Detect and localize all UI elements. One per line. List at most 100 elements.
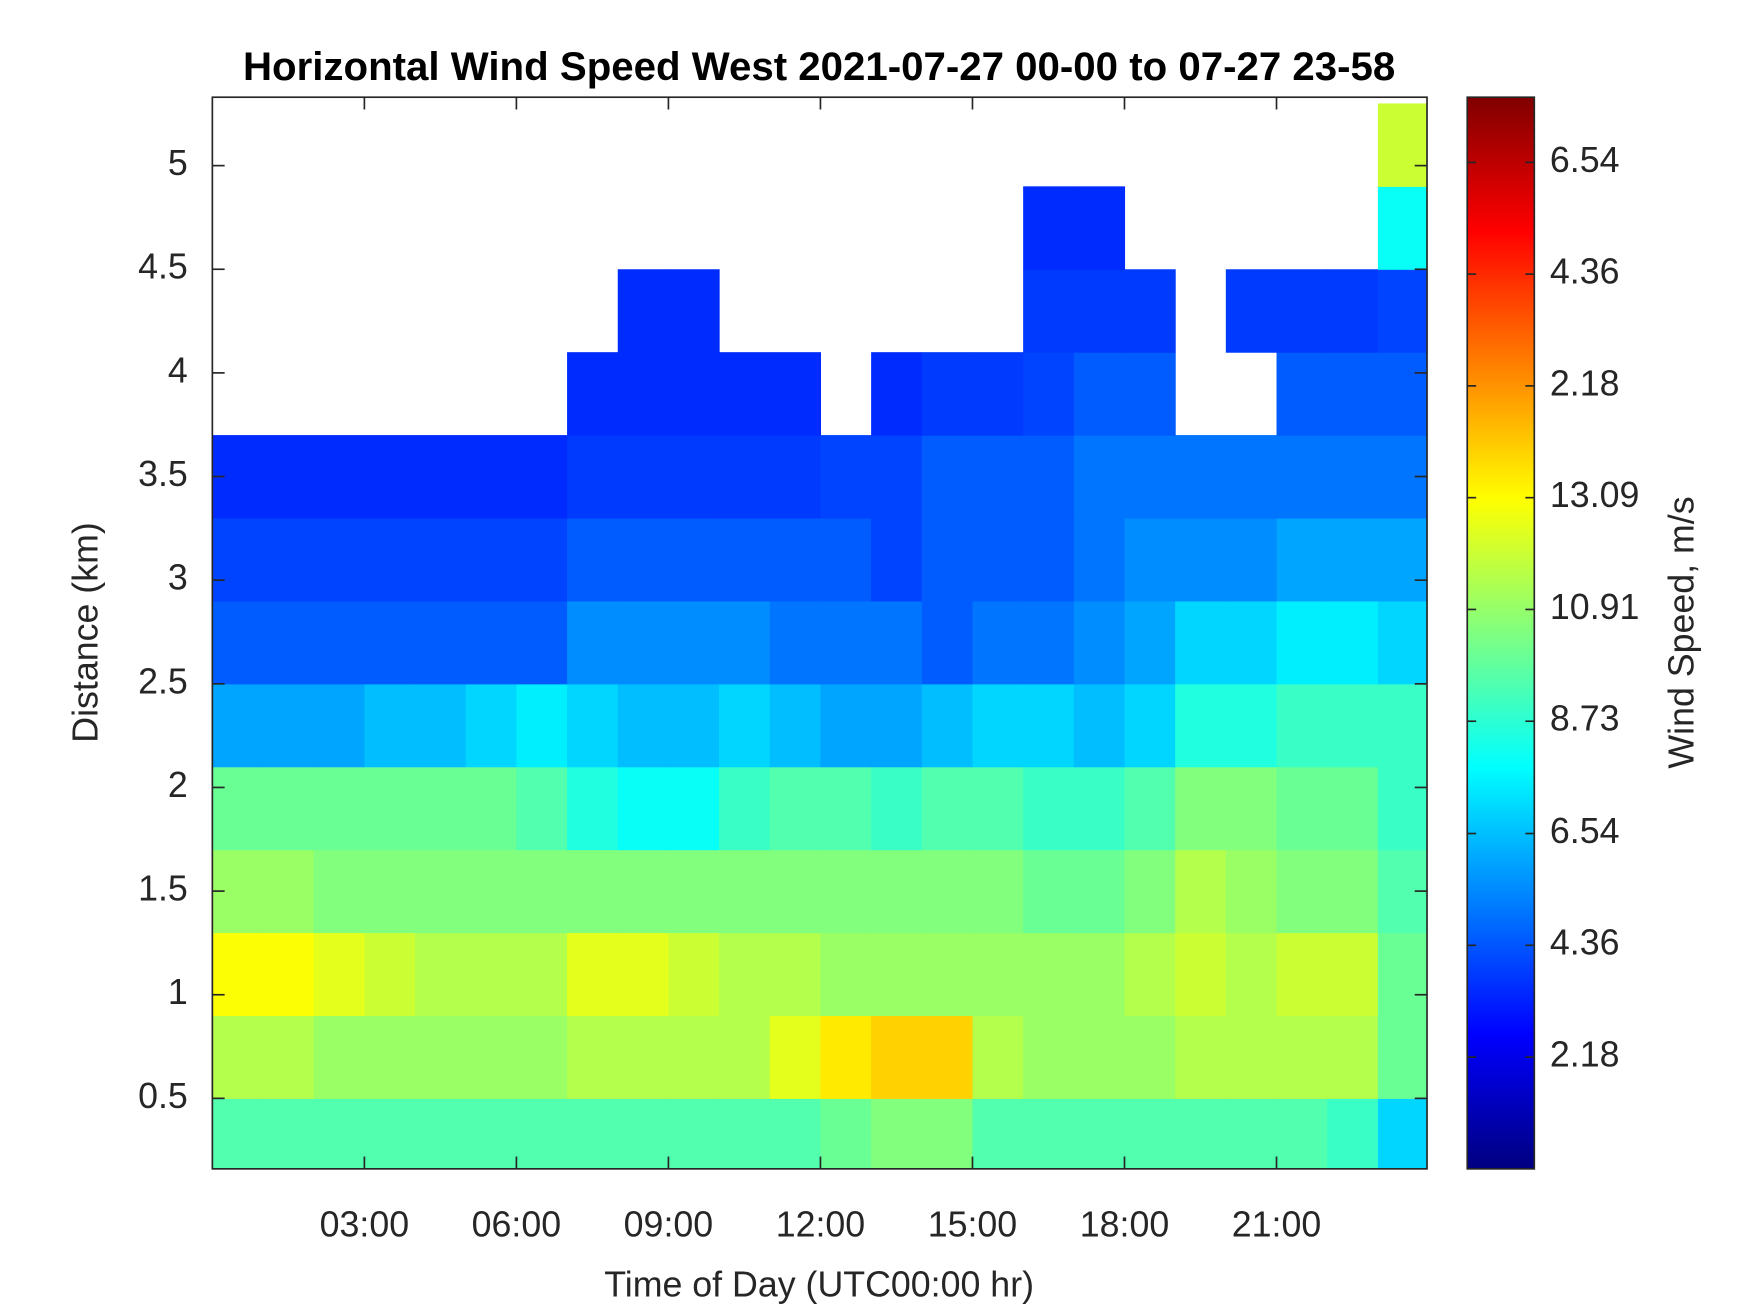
heatmap-cell [516, 932, 568, 1017]
heatmap-cell [1225, 849, 1278, 934]
heatmap-cell [921, 683, 974, 768]
heatmap-cell [972, 352, 1024, 436]
heatmap-cell [415, 600, 467, 685]
heatmap-cell [769, 352, 822, 436]
heatmap-cell [1327, 1015, 1379, 1099]
heatmap-cell [1023, 766, 1075, 851]
heatmap-cell [871, 1098, 923, 1169]
heatmap-cell [1327, 517, 1379, 602]
heatmap-cell [415, 1015, 467, 1099]
heatmap-cell [1225, 683, 1278, 768]
heatmap-cell [668, 766, 720, 851]
heatmap-cell [871, 435, 923, 519]
heatmap-cell [1124, 932, 1176, 1017]
heatmap-cell [465, 1015, 517, 1099]
heatmap-cell [263, 435, 315, 519]
heatmap-cell [364, 683, 416, 768]
heatmap-cell [972, 849, 1024, 934]
heatmap [212, 103, 1428, 1169]
heatmap-cell [617, 683, 669, 768]
heatmap-cell [1023, 186, 1075, 270]
heatmap-cell [972, 435, 1024, 519]
heatmap-cell [212, 683, 264, 768]
heatmap-cell [1023, 352, 1075, 436]
heatmap-cell [364, 766, 416, 851]
heatmap-cell [516, 766, 568, 851]
heatmap-cell [820, 517, 872, 602]
heatmap-cell [871, 1015, 923, 1099]
x-tick-label: 18:00 [1080, 1204, 1169, 1244]
heatmap-cell [567, 1098, 619, 1169]
heatmap-cell [1073, 849, 1126, 934]
heatmap-cell [415, 932, 467, 1017]
heatmap-cell [719, 932, 771, 1017]
heatmap-cell [617, 766, 669, 851]
colorbar-tick-label: 6.54 [1550, 811, 1620, 851]
heatmap-cell [769, 1015, 822, 1099]
heatmap-cell [1225, 435, 1278, 519]
heatmap-cell [1225, 766, 1278, 851]
heatmap-cell [465, 1098, 517, 1169]
heatmap-cell [668, 517, 720, 602]
heatmap-cell [1327, 849, 1379, 934]
heatmap-cell [769, 766, 822, 851]
heatmap-cell [871, 600, 923, 685]
heatmap-cell [820, 600, 872, 685]
heatmap-cell [567, 849, 619, 934]
heatmap-cell [668, 849, 720, 934]
heatmap-cell [1073, 435, 1126, 519]
heatmap-cell [516, 1015, 568, 1099]
heatmap-cell [1023, 849, 1075, 934]
heatmap-cell [465, 600, 517, 685]
heatmap-cell [415, 517, 467, 602]
heatmap-cell [1073, 269, 1126, 353]
y-tick-label: 4 [168, 350, 188, 390]
x-tick-label: 06:00 [472, 1204, 561, 1244]
heatmap-cell [313, 1015, 365, 1099]
heatmap-cell [1377, 766, 1428, 851]
heatmap-cell [1023, 435, 1075, 519]
colorbar-tick-label: 2.18 [1550, 1035, 1620, 1075]
heatmap-cell [1023, 932, 1075, 1017]
heatmap-cell [465, 683, 517, 768]
heatmap-cell [1327, 269, 1379, 353]
heatmap-cell [212, 932, 264, 1017]
heatmap-cell [313, 932, 365, 1017]
heatmap-cell [1023, 683, 1075, 768]
heatmap-cell [465, 435, 517, 519]
heatmap-cell [820, 766, 872, 851]
heatmap-cell [415, 435, 467, 519]
heatmap-cell [263, 766, 315, 851]
heatmap-cell [1175, 849, 1227, 934]
x-tick-label: 15:00 [928, 1204, 1017, 1244]
heatmap-cell [1276, 269, 1328, 353]
heatmap-cell [1124, 435, 1176, 519]
heatmap-cell [415, 683, 467, 768]
heatmap-cell [263, 932, 315, 1017]
heatmap-cell [364, 849, 416, 934]
heatmap-cell [617, 435, 669, 519]
heatmap-cell [1175, 683, 1227, 768]
x-tick-label: 03:00 [320, 1204, 409, 1244]
heatmap-cell [1327, 600, 1379, 685]
heatmap-cell [212, 517, 264, 602]
heatmap-cell [921, 1098, 974, 1169]
x-axis-label: Time of Day (UTC00:00 hr) [604, 1265, 1034, 1305]
heatmap-cell [364, 1098, 416, 1169]
heatmap-cell [415, 766, 467, 851]
heatmap-cell [921, 766, 974, 851]
heatmap-cell [1276, 600, 1328, 685]
heatmap-cell [567, 435, 619, 519]
heatmap-cell [769, 1098, 822, 1169]
heatmap-cell [769, 683, 822, 768]
heatmap-cell [972, 932, 1024, 1017]
heatmap-cell [212, 766, 264, 851]
y-tick-label: 3 [168, 558, 188, 598]
heatmap-cell [1073, 1015, 1126, 1099]
heatmap-cell [1377, 352, 1428, 436]
heatmap-cell [668, 600, 720, 685]
heatmap-cell [769, 600, 822, 685]
heatmap-cell [921, 849, 974, 934]
y-tick-label: 1.5 [138, 869, 188, 909]
y-tick-label: 2 [168, 765, 188, 805]
